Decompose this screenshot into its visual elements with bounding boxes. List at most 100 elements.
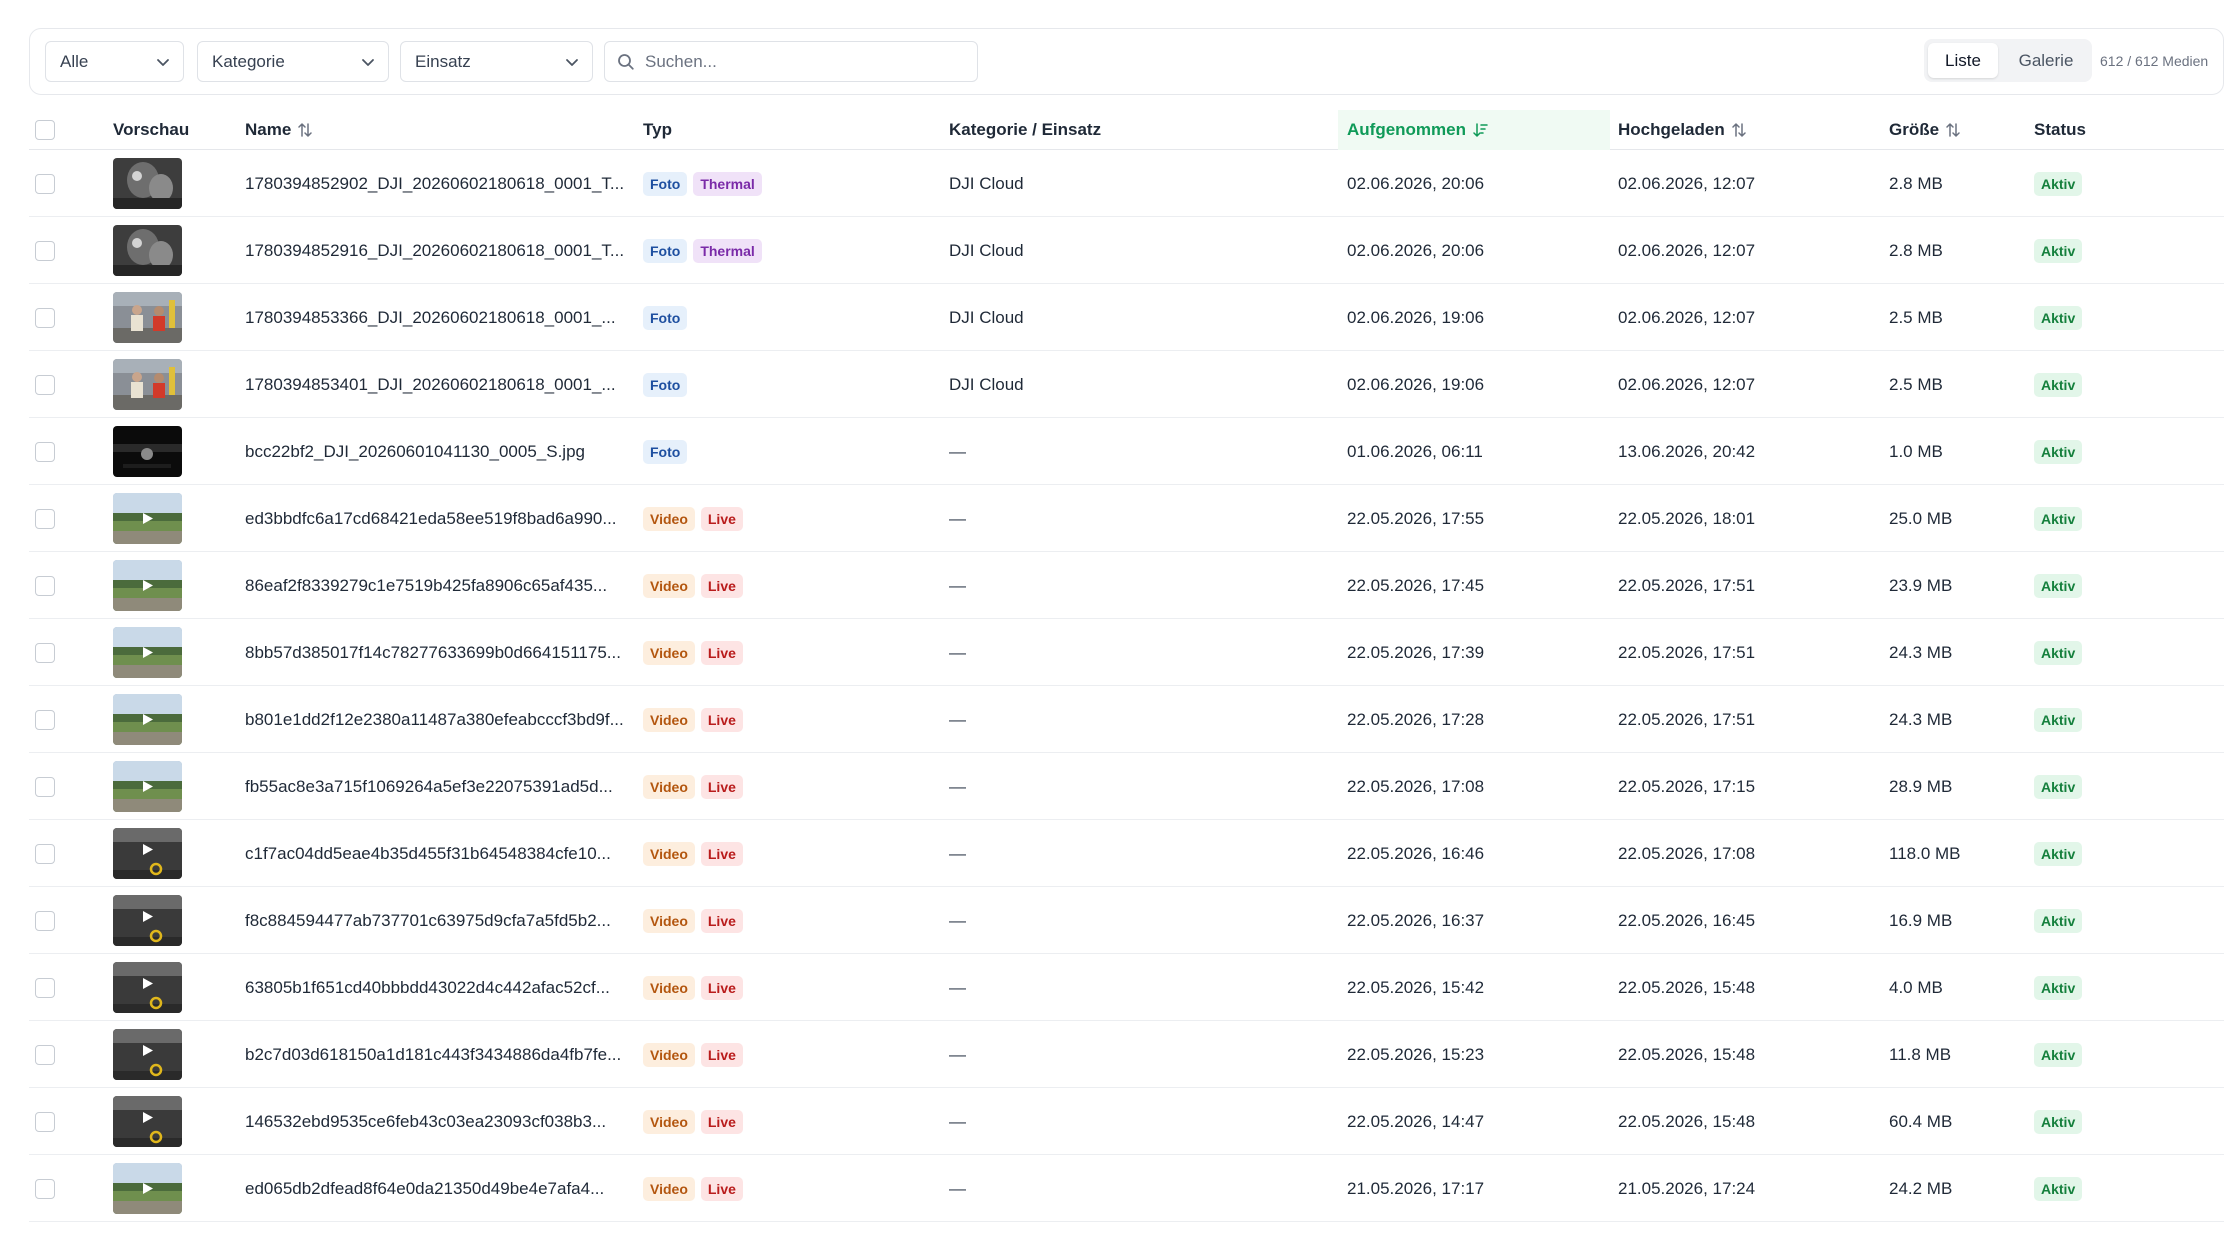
captured-date: 22.05.2026, 17:28 [1347,709,1485,729]
row-checkbox[interactable] [35,374,55,395]
file-name[interactable]: b2c7d03d618150a1d181c443f3434886da4fb7fe… [245,1044,622,1064]
file-name[interactable]: 1780394852916_DJI_20260602180618_0001_T.… [245,240,625,260]
row-checkbox[interactable] [35,307,55,328]
table-row[interactable]: 1780394852902_DJI_20260602180618_0001_T.… [29,150,2224,217]
header-size[interactable]: Größe [1889,110,1961,150]
uploaded-date: 22.05.2026, 15:48 [1618,977,1756,997]
file-name[interactable]: f8c884594477ab737701c63975d9cfa7a5fd5b2.… [245,910,611,930]
media-thumbnail[interactable] [113,828,182,879]
table-row[interactable]: 1780394852916_DJI_20260602180618_0001_T.… [29,217,2224,284]
status-cell: Aktiv [2034,954,2088,1021]
table-row[interactable]: 1780394853366_DJI_20260602180618_0001_..… [29,284,2224,351]
row-select-cell [35,1088,55,1155]
table-row[interactable]: 86eaf2f8339279c1e7519b425fa8906c65af435.… [29,552,2224,619]
file-name[interactable]: 1780394852902_DJI_20260602180618_0001_T.… [245,173,625,193]
media-thumbnail[interactable] [113,426,182,477]
file-name[interactable]: 1780394853401_DJI_20260602180618_0001_..… [245,374,616,394]
row-checkbox[interactable] [35,642,55,663]
row-checkbox[interactable] [35,843,55,864]
table-row[interactable]: b801e1dd2f12e2380a11487a380efeabcccf3bd9… [29,686,2224,753]
row-checkbox[interactable] [35,1178,55,1199]
row-checkbox[interactable] [35,508,55,529]
row-checkbox[interactable] [35,977,55,998]
type-badge: Video [643,774,695,799]
row-checkbox[interactable] [35,910,55,931]
table-row[interactable]: 8bb57d385017f14c78277633699b0d664151175.… [29,619,2224,686]
file-name[interactable]: 8bb57d385017f14c78277633699b0d664151175.… [245,642,621,662]
type-badge: Video [643,908,695,933]
row-checkbox[interactable] [35,575,55,596]
media-thumbnail[interactable] [113,292,182,343]
row-checkbox[interactable] [35,1111,55,1132]
file-name[interactable]: 63805b1f651cd40bbbdd43022d4c442afac52cf.… [245,977,610,997]
file-name[interactable]: ed065db2dfead8f64e0da21350d49be4e7afa4..… [245,1178,605,1198]
preview-cell [113,150,182,217]
media-thumbnail[interactable] [113,761,182,812]
search-input[interactable] [645,51,945,72]
media-thumbnail[interactable] [113,1029,182,1080]
status-cell: Aktiv [2034,1021,2088,1088]
table-row[interactable]: bcc22bf2_DJI_20260601041130_0005_S.jpg F… [29,418,2224,485]
category-filter-select[interactable]: Kategorie [197,41,389,82]
header-uploaded[interactable]: Hochgeladen [1618,110,1747,150]
header-category: Kategorie / Einsatz [949,120,1102,139]
file-name[interactable]: 86eaf2f8339279c1e7519b425fa8906c65af435.… [245,575,608,595]
media-thumbnail[interactable] [113,158,182,209]
preview-cell [113,954,182,1021]
file-name[interactable]: c1f7ac04dd5eae4b35d455f31b64548384cfe10.… [245,843,611,863]
view-list-button[interactable]: Liste [1928,43,1998,78]
type-badges: Foto [643,284,693,351]
table-row[interactable]: 146532ebd9535ce6feb43c03ea23093cf038b3..… [29,1088,2224,1155]
row-checkbox[interactable] [35,240,55,261]
file-size: 2.8 MB [1889,173,1943,193]
media-thumbnail[interactable] [113,895,182,946]
media-thumbnail[interactable] [113,694,182,745]
media-thumbnail[interactable] [113,962,182,1013]
captured-date: 22.05.2026, 16:46 [1347,843,1485,863]
table-row[interactable]: c1f7ac04dd5eae4b35d455f31b64548384cfe10.… [29,820,2224,887]
type-badge: Foto [643,305,688,330]
file-name[interactable]: 1780394853366_DJI_20260602180618_0001_..… [245,307,616,327]
status-cell: Aktiv [2034,418,2088,485]
type-badge: Foto [643,372,688,397]
table-row[interactable]: f8c884594477ab737701c63975d9cfa7a5fd5b2.… [29,887,2224,954]
table-row[interactable]: ed3bbdfc6a17cd68421eda58ee519f8bad6a990.… [29,485,2224,552]
header-captured[interactable]: Aufgenommen [1338,110,1610,150]
header-name[interactable]: Name [245,110,313,150]
uploaded-date: 22.05.2026, 17:51 [1618,642,1756,662]
table-row[interactable]: ed065db2dfead8f64e0da21350d49be4e7afa4..… [29,1155,2224,1222]
media-thumbnail[interactable] [113,560,182,611]
preview-cell [113,485,182,552]
captured-date: 02.06.2026, 19:06 [1347,307,1485,327]
media-thumbnail[interactable] [113,1096,182,1147]
file-name[interactable]: b801e1dd2f12e2380a11487a380efeabcccf3bd9… [245,709,624,729]
table-row[interactable]: 63805b1f651cd40bbbdd43022d4c442afac52cf.… [29,954,2224,1021]
type-badges: Foto Thermal [643,150,768,217]
row-checkbox[interactable] [35,709,55,730]
view-gallery-button[interactable]: Galerie [2018,50,2074,70]
mission-filter-select[interactable]: Einsatz [400,41,593,82]
row-checkbox[interactable] [35,776,55,797]
file-name[interactable]: fb55ac8e3a715f1069264a5ef3e22075391ad5d.… [245,776,613,796]
file-name[interactable]: bcc22bf2_DJI_20260601041130_0005_S.jpg [245,441,585,461]
preview-cell [113,284,182,351]
row-checkbox[interactable] [35,441,55,462]
table-row[interactable]: b2c7d03d618150a1d181c443f3434886da4fb7fe… [29,1021,2224,1088]
table-row[interactable]: 1780394853401_DJI_20260602180618_0001_..… [29,351,2224,418]
uploaded-date: 02.06.2026, 12:07 [1618,374,1756,394]
type-badge: Video [643,841,695,866]
row-checkbox[interactable] [35,173,55,194]
media-thumbnail[interactable] [113,493,182,544]
media-thumbnail[interactable] [113,627,182,678]
select-all-checkbox[interactable] [35,120,55,140]
media-thumbnail[interactable] [113,225,182,276]
row-checkbox[interactable] [35,1044,55,1065]
media-thumbnail[interactable] [113,1163,182,1214]
sort-icon [298,123,313,137]
status-cell: Aktiv [2034,820,2088,887]
file-name[interactable]: ed3bbdfc6a17cd68421eda58ee519f8bad6a990.… [245,508,617,528]
file-name[interactable]: 146532ebd9535ce6feb43c03ea23093cf038b3..… [245,1111,607,1131]
type-filter-select[interactable]: Alle [45,41,184,82]
table-row[interactable]: fb55ac8e3a715f1069264a5ef3e22075391ad5d.… [29,753,2224,820]
media-thumbnail[interactable] [113,359,182,410]
